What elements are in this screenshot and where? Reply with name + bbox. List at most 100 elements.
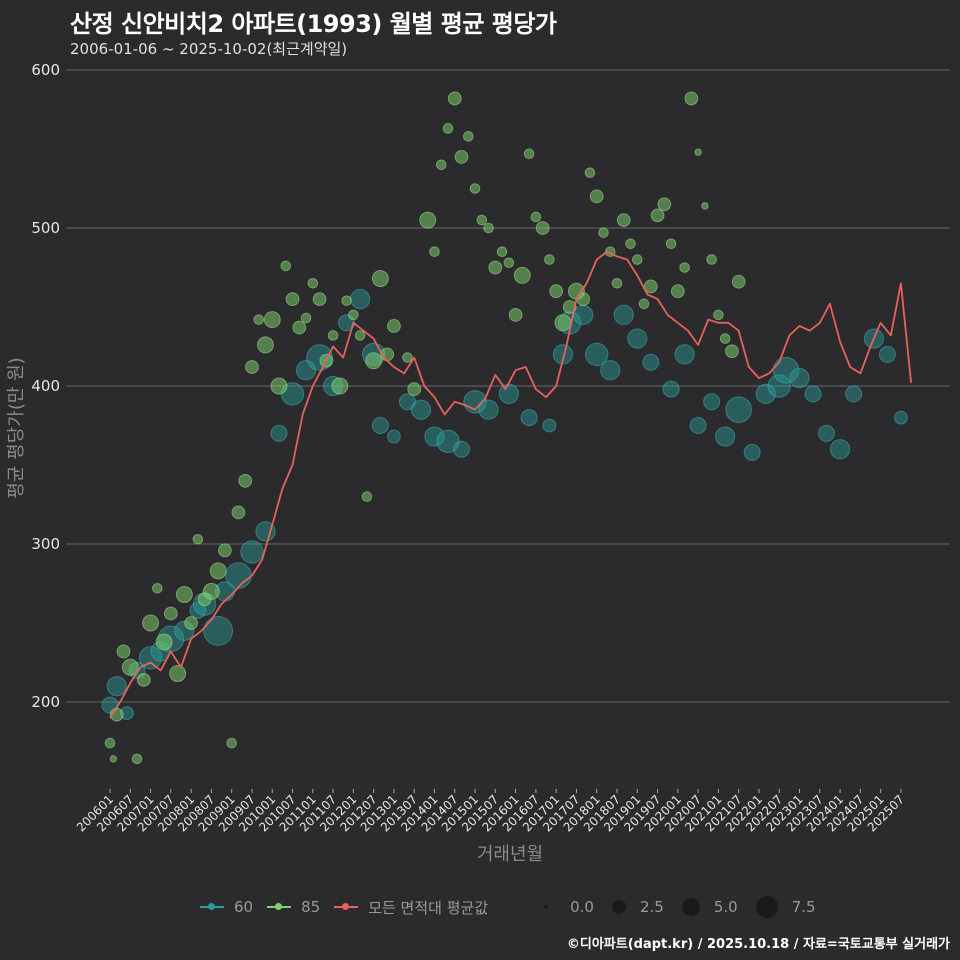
data-bubble bbox=[169, 665, 187, 683]
data-bubble bbox=[755, 383, 776, 404]
legend-swatch-average-icon bbox=[334, 903, 359, 910]
data-bubble bbox=[549, 284, 564, 299]
data-bubble bbox=[818, 424, 836, 442]
data-bubble bbox=[442, 123, 454, 134]
legend-swatch-85-icon bbox=[267, 903, 292, 910]
data-bubble bbox=[203, 616, 234, 646]
data-bubble bbox=[429, 246, 440, 257]
data-bubble bbox=[598, 227, 609, 239]
data-bubble bbox=[703, 393, 721, 411]
data-bubble bbox=[371, 270, 389, 288]
data-bubble bbox=[163, 606, 178, 621]
data-bubble bbox=[829, 439, 851, 460]
data-bubble bbox=[719, 333, 731, 344]
data-bubble bbox=[348, 309, 359, 321]
data-bubble bbox=[523, 148, 535, 160]
data-bubble bbox=[713, 309, 724, 321]
average-line bbox=[109, 250, 912, 719]
chart-subtitle: 2006-01-06 ~ 2025-10-02(최근계약일) bbox=[70, 40, 348, 58]
data-bubble bbox=[503, 257, 515, 269]
y-tick-label: 200 bbox=[31, 693, 60, 711]
data-bubble bbox=[462, 131, 474, 142]
data-bubble bbox=[684, 91, 699, 106]
data-bubble bbox=[121, 658, 139, 676]
x-axis-ticks: 2006012006072007012007072008012008072009… bbox=[74, 789, 907, 835]
data-bubble bbox=[894, 410, 908, 425]
legend-label-average: 모든 면적대 평균값 bbox=[368, 898, 489, 917]
data-bubble bbox=[263, 311, 281, 329]
data-bubble bbox=[642, 353, 660, 371]
data-bubble bbox=[256, 336, 274, 354]
data-bubble bbox=[226, 737, 237, 749]
legend-label-85: 85 bbox=[301, 898, 321, 916]
data-bubble bbox=[341, 295, 352, 306]
data-bubble bbox=[554, 314, 572, 332]
data-bubble bbox=[192, 533, 204, 545]
data-bubble bbox=[202, 582, 220, 600]
data-bubble bbox=[300, 312, 312, 324]
data-bubble bbox=[488, 260, 503, 275]
source-credit: ©디아파트(dapt.kr) / 2025.10.18 / 자료=국토교통부 실… bbox=[566, 937, 950, 952]
data-bubble bbox=[573, 304, 594, 325]
legend-size-label: 7.5 bbox=[791, 898, 816, 916]
size-dot-icon bbox=[611, 900, 626, 914]
data-bubble bbox=[253, 314, 265, 325]
legend-size-7-5: 7.5 bbox=[755, 896, 816, 918]
size-dot-icon bbox=[544, 905, 549, 909]
data-bubble bbox=[387, 319, 401, 333]
y-axis-ticks: 200 300 400 500 600 bbox=[31, 61, 60, 711]
legend-item-average: 모든 면적대 평균값 bbox=[334, 897, 488, 918]
data-bubble bbox=[365, 352, 383, 370]
data-bubble bbox=[715, 426, 736, 447]
legend-size-label: 2.5 bbox=[639, 898, 664, 916]
data-bubble bbox=[231, 505, 246, 520]
data-bubble bbox=[789, 368, 810, 389]
data-bubble bbox=[435, 159, 447, 171]
data-bubble bbox=[804, 385, 822, 403]
data-bubble bbox=[657, 197, 672, 212]
data-bubble bbox=[845, 385, 863, 403]
data-bubble bbox=[270, 377, 288, 395]
data-bubble bbox=[218, 543, 232, 558]
data-bubble bbox=[613, 304, 634, 325]
y-tick-label: 400 bbox=[31, 377, 60, 395]
data-bubble bbox=[670, 284, 685, 299]
data-bubble bbox=[725, 396, 752, 424]
data-bubble bbox=[476, 214, 488, 226]
data-bubble bbox=[743, 443, 761, 461]
data-bubble bbox=[513, 266, 531, 284]
legend-size-5-0: 5.0 bbox=[681, 898, 738, 916]
data-bubble bbox=[478, 399, 499, 420]
data-bubble bbox=[631, 254, 643, 265]
data-bubble bbox=[616, 213, 631, 228]
data-bubble bbox=[407, 382, 422, 397]
y-axis-title: 평균 평당가(만 원) bbox=[6, 357, 27, 498]
data-bubble bbox=[689, 417, 707, 434]
data-bubble bbox=[155, 633, 173, 651]
data-bubble bbox=[410, 399, 432, 420]
data-bubble bbox=[361, 491, 373, 502]
y-tick-label: 600 bbox=[31, 61, 60, 79]
data-bubble bbox=[662, 380, 680, 398]
data-bubble bbox=[453, 440, 471, 458]
data-bubble bbox=[104, 737, 116, 749]
data-bubble bbox=[706, 254, 717, 265]
legend-size-label: 5.0 bbox=[713, 898, 738, 916]
data-bubble bbox=[312, 292, 327, 307]
size-dot-icon bbox=[681, 898, 700, 916]
legend-size-2-5: 2.5 bbox=[611, 898, 664, 916]
data-bubble bbox=[530, 211, 542, 223]
data-bubble bbox=[238, 473, 253, 488]
data-bubble bbox=[245, 360, 259, 374]
legend-item-85: 85 bbox=[267, 898, 320, 916]
y-tick-label: 500 bbox=[31, 219, 60, 237]
x-axis-title: 거래년월 bbox=[477, 844, 543, 865]
data-bubble bbox=[402, 352, 413, 363]
data-bubble bbox=[731, 274, 746, 289]
data-bubble bbox=[508, 308, 523, 322]
series-85-bubbles bbox=[104, 91, 746, 765]
data-bubble bbox=[131, 753, 143, 765]
data-bubble bbox=[483, 222, 494, 234]
data-bubble bbox=[280, 260, 292, 272]
data-bubble bbox=[116, 644, 131, 659]
